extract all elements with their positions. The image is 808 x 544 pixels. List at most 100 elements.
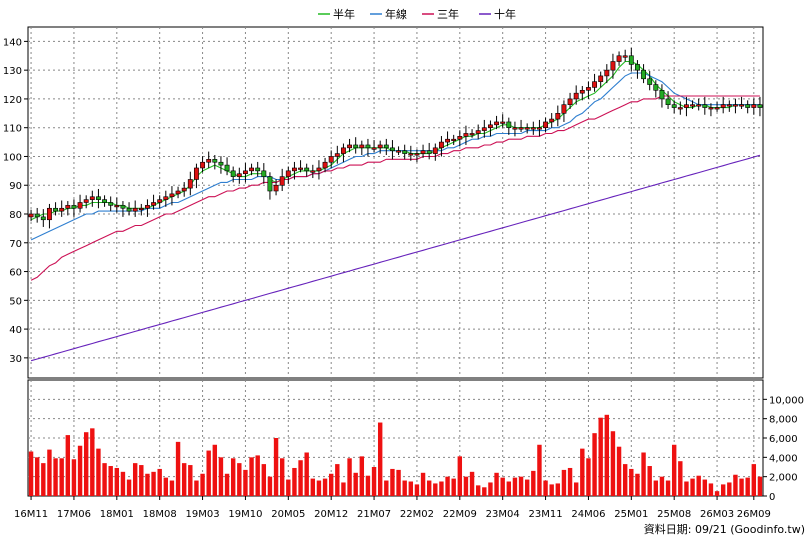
volume-bar [28,451,34,496]
volume-bar [286,479,291,496]
candle-body [610,61,616,71]
price-tick-label: 90 [9,181,22,192]
candle-body [414,153,420,156]
volume-bar [212,444,218,496]
volume-bar [420,472,426,496]
candle-body [420,150,426,154]
candle-body [500,121,506,124]
volume-bar [157,468,162,496]
candle-body [543,121,549,128]
x-tick-label: 23M11 [529,509,563,520]
volume-bar [610,431,616,496]
volume-bar [126,479,132,496]
candle-body [445,138,451,143]
volume-bar [34,457,40,496]
candle-body [647,78,653,85]
volume-bar [469,471,475,496]
price-tick-label: 140 [3,37,22,48]
volume-bar [745,477,750,496]
volume-bar [482,487,487,496]
volume-bar [139,465,144,496]
candle-body [242,170,248,175]
candle-body [83,199,89,203]
volume-tick-label: 4,000 [769,453,798,464]
volume-bar [561,469,567,496]
volume-bar [341,482,346,496]
volume-bar [273,438,279,496]
volume-bar [181,463,187,496]
ma-ten-year-line [30,154,761,362]
candle-body [310,170,316,173]
volume-bar [494,472,499,496]
price-tick-label: 50 [9,296,22,307]
volume-bar [298,460,303,496]
candle-body [212,159,218,163]
volume-bar [751,464,757,496]
volume-bar [151,471,156,496]
volume-bar [83,432,89,496]
volume-bar [261,464,267,496]
x-tick-label: 22M09 [443,509,477,520]
volume-bar [108,466,113,496]
volume-bar [310,478,316,496]
candle-body [102,199,108,203]
legend-label: 年線 [385,7,407,21]
x-tick-label: 24M06 [571,509,605,520]
volume-bar [53,458,58,496]
candle-body [751,104,757,108]
volume-bar [414,484,420,496]
candle-body [151,202,157,206]
volume-bar [255,455,260,496]
volume-bar [41,463,46,496]
candle-body [261,170,267,177]
candle-body [163,196,169,200]
candle-body [316,167,322,172]
volume-bar [604,414,610,496]
volume-bar [230,458,236,496]
x-tick-label: 19M10 [228,509,262,520]
volume-bar [353,472,358,496]
candle-body [732,104,738,107]
candle-body [230,170,236,177]
volume-bar [169,480,175,496]
legend-label: 半年 [333,7,355,21]
candle-body [291,167,297,172]
x-tick-label: 25M01 [614,509,648,520]
x-tick-label: 19M03 [186,509,220,520]
candle-body [273,184,279,192]
volume-bar [384,480,389,496]
candle-body [506,121,512,128]
candle-body [285,170,291,177]
candle-body [549,118,555,123]
candle-body [249,167,255,172]
volume-bar [733,474,738,496]
candle-body [169,193,175,198]
x-tick-label: 20M12 [314,509,348,520]
x-tick-label: 26M09 [737,509,771,520]
volume-bar [316,480,322,496]
candle-body [138,207,144,211]
candle-body [120,205,126,209]
volume-bar [671,444,677,496]
volume-bar [347,458,352,496]
volume-bar [377,422,383,496]
candle-body [377,144,383,149]
volume-bar [549,484,554,496]
volume-bar [524,479,530,496]
candle-body [598,75,604,82]
volume-bar [224,473,230,496]
volume-bar [175,441,181,496]
volume-bar [451,478,456,496]
volume-bar [641,452,646,496]
volume-bar [304,452,309,496]
candle-body [144,205,150,209]
volume-bar [475,485,481,496]
x-tick-label: 18M08 [143,509,177,520]
volume-bar [500,477,505,496]
candle-body [579,89,585,94]
candle-body [536,127,542,130]
candle-body [95,196,101,200]
candle-body [745,104,751,108]
